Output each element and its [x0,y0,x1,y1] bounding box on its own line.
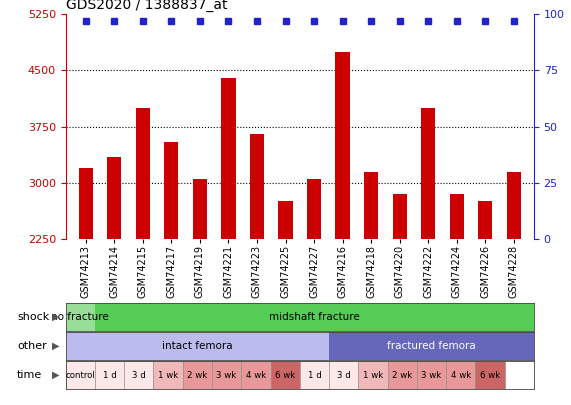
Bar [124,361,154,389]
Text: 1 wk: 1 wk [363,371,383,380]
Text: shock: shock [17,312,49,322]
Text: no fracture: no fracture [51,312,109,322]
Bar [66,303,95,331]
Bar [417,361,446,389]
Text: ▶: ▶ [51,370,59,380]
Bar [307,179,321,239]
Bar [136,108,150,239]
Text: 3 d: 3 d [337,371,351,380]
Text: 3 wk: 3 wk [216,371,237,380]
Bar [193,179,207,239]
Bar [475,361,505,389]
Text: GDS2020 / 1388837_at: GDS2020 / 1388837_at [66,0,227,12]
Text: fractured femora: fractured femora [387,341,476,351]
Text: ▶: ▶ [51,341,59,351]
Bar [393,194,407,239]
Bar [95,361,124,389]
Bar [478,202,492,239]
Bar [446,361,475,389]
Text: 4 wk: 4 wk [246,371,266,380]
Bar [66,361,95,389]
Bar [359,361,388,389]
Text: intact femora: intact femora [162,341,232,351]
Text: 4 wk: 4 wk [451,371,471,380]
Bar [66,332,329,360]
Text: 1 d: 1 d [308,371,321,380]
Bar [388,361,417,389]
Bar [300,361,329,389]
Text: 2 wk: 2 wk [392,371,412,380]
Bar [222,78,236,239]
Bar [450,194,464,239]
Bar [250,134,264,239]
Text: ▶: ▶ [51,312,59,322]
Bar [329,332,534,360]
Text: 6 wk: 6 wk [480,371,500,380]
Bar [271,361,300,389]
Bar [79,168,93,239]
Bar [241,361,271,389]
Bar [507,172,521,239]
Text: control: control [66,371,95,380]
Bar [364,172,379,239]
Bar [154,361,183,389]
Text: midshaft fracture: midshaft fracture [269,312,360,322]
Bar [279,202,292,239]
Bar [164,142,179,239]
Bar [107,157,122,239]
Text: 1 wk: 1 wk [158,371,178,380]
Text: 1 d: 1 d [103,371,116,380]
Bar [183,361,212,389]
Text: 2 wk: 2 wk [187,371,207,380]
Bar [335,52,349,239]
Bar [212,361,241,389]
Text: 3 wk: 3 wk [421,371,441,380]
Text: 3 d: 3 d [132,371,146,380]
Text: time: time [17,370,42,380]
Bar [421,108,436,239]
Text: other: other [17,341,47,351]
Bar [329,361,359,389]
Text: 6 wk: 6 wk [275,371,295,380]
